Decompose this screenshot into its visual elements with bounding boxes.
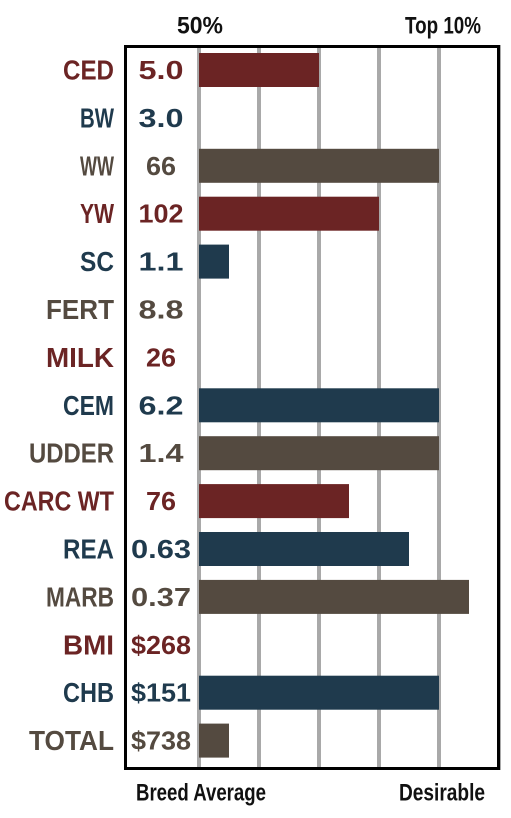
trait-label-ced: CED	[63, 55, 114, 86]
value-label-ced: 5.0	[139, 55, 184, 85]
value-label-carc-wt: 76	[146, 486, 176, 516]
bar-ww	[199, 148, 439, 183]
value-label-milk: 26	[146, 342, 176, 372]
bottom-label-desirable: Desirable	[399, 780, 485, 807]
value-label-cem: 6.2	[139, 390, 184, 420]
bar-carc-wt	[199, 484, 349, 519]
trait-label-udder: UDDER	[29, 438, 114, 469]
trait-label-cem: CEM	[63, 390, 114, 421]
value-label-marb: 0.37	[131, 582, 191, 612]
value-label-fert: 8.8	[139, 295, 184, 325]
bar-udder	[199, 436, 439, 471]
top-label-50-percent: 50%	[177, 13, 223, 40]
value-label-bw: 3.0	[139, 103, 184, 133]
bottom-label-breed-average: Breed Average	[136, 780, 266, 807]
bar-sc	[199, 244, 229, 279]
bar-yw	[199, 196, 379, 231]
bar-marb	[199, 579, 469, 614]
trait-label-chb: CHB	[63, 677, 114, 708]
bar-layer	[199, 53, 469, 758]
bar-cem	[199, 388, 439, 423]
bar-ced	[199, 53, 319, 87]
trait-label-carc-wt: CARC WT	[4, 486, 114, 517]
trait-label-bw: BW	[80, 102, 114, 133]
trait-label-bmi: BMI	[63, 629, 114, 660]
trait-label-fert: FERT	[46, 294, 114, 325]
value-label-ww: 66	[146, 151, 176, 181]
label-layer: CED 5.0 BW 3.0 WW 66 YW 102 SC 1.1 FERT 8.8 MILK 26 CE…	[4, 55, 191, 757]
bar-total	[199, 723, 229, 758]
chart-frame	[124, 45, 500, 770]
trait-label-yw: YW	[80, 198, 114, 229]
trait-label-total: TOTAL	[29, 725, 114, 756]
bar-chb	[199, 675, 439, 710]
value-label-chb: $151	[131, 678, 191, 708]
value-label-yw: 102	[139, 199, 184, 229]
value-label-total: $738	[131, 726, 191, 756]
trait-label-rea: REA	[63, 534, 114, 565]
value-label-rea: 0.63	[131, 534, 191, 564]
trait-label-sc: SC	[80, 246, 114, 277]
top-label-top-10-percent: Top 10%	[405, 13, 481, 40]
value-label-bmi: $268	[131, 630, 191, 660]
value-label-sc: 1.1	[139, 247, 184, 277]
trait-label-marb: MARB	[46, 581, 114, 612]
trait-label-ww: WW	[80, 150, 114, 181]
trait-label-milk: MILK	[46, 342, 114, 373]
value-label-udder: 1.4	[139, 438, 185, 468]
bar-rea	[199, 532, 409, 566]
